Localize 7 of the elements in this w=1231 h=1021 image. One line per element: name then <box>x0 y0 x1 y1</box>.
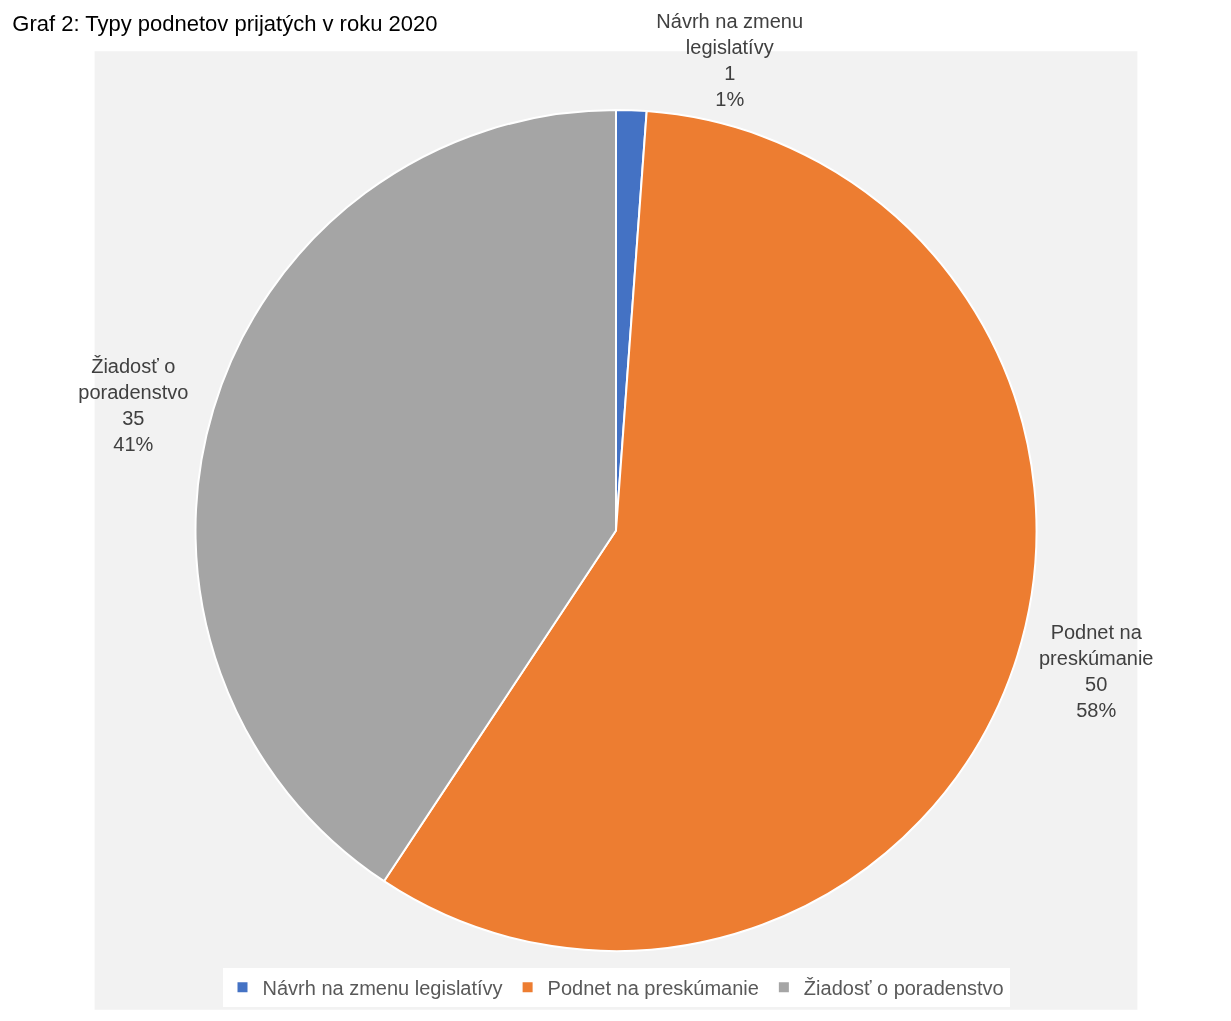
data-label: Žiadosť o poradenstvo 35 41% <box>78 355 189 456</box>
legend-label: Žiadosť o poradenstvo <box>803 977 1004 1000</box>
data-label: Podnet na preskúmanie 50 58% <box>1038 621 1154 722</box>
legend-label: Podnet na preskúmanie <box>547 977 759 1000</box>
data-label: Návrh na zmenu legislatívy 1 1% <box>656 10 804 111</box>
legend-label: Návrh na zmenu legislatívy <box>262 977 503 1000</box>
chart-title: Graf 2: Typy podnetov prijatých v roku 2020 <box>12 10 438 36</box>
